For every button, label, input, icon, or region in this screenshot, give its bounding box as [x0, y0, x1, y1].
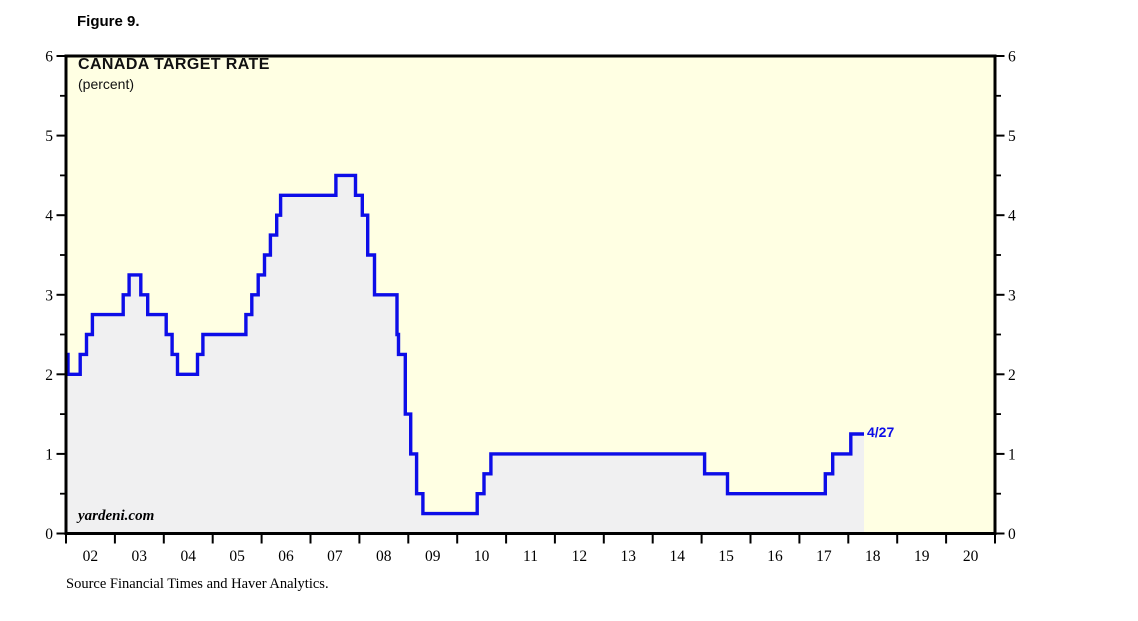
x-axis-year-label: 02 — [83, 548, 99, 565]
y-axis-label-left: 5 — [45, 128, 53, 145]
x-axis-year-label: 12 — [572, 548, 588, 565]
y-axis-label-right: 3 — [1008, 287, 1016, 304]
x-axis-year-label: 20 — [963, 548, 979, 565]
x-axis-year-label: 04 — [180, 548, 196, 565]
chart-title: CANADA TARGET RATE — [78, 56, 270, 73]
plot-border — [64, 54, 997, 535]
y-axis-label-right: 6 — [1008, 49, 1016, 66]
y-axis-label-left: 6 — [45, 49, 53, 66]
x-axis-year-label: 19 — [914, 548, 930, 565]
x-axis-year-label: 08 — [376, 548, 392, 565]
chart-subtitle: (percent) — [78, 76, 135, 92]
x-axis-year-label: 17 — [816, 548, 832, 565]
target-rate-line — [66, 173, 864, 516]
y-axis-label-right: 1 — [1008, 446, 1016, 463]
x-axis-year-label: 18 — [865, 548, 881, 565]
x-axis-year-label: 03 — [132, 548, 148, 565]
x-axis-year-label: 06 — [278, 548, 294, 565]
x-axis-year-label: 09 — [425, 548, 441, 565]
y-axis-label-left: 0 — [45, 526, 53, 543]
x-axis-year-label: 14 — [669, 548, 685, 565]
last-point-date-label: 4/27 — [867, 424, 895, 440]
figure-label: Figure 9. — [77, 13, 140, 30]
x-axis-year-label: 05 — [229, 548, 245, 565]
y-axis-label-right: 0 — [1008, 526, 1016, 543]
x-axis-year-label: 13 — [621, 548, 637, 565]
y-axis-label-right: 5 — [1008, 128, 1016, 145]
yardeni-watermark: yardeni.com — [78, 508, 155, 524]
x-axis-year-label: 16 — [767, 548, 783, 565]
y-axis-label-left: 3 — [45, 287, 53, 304]
y-axis-label-left: 4 — [45, 208, 53, 225]
y-axis-label-left: 1 — [45, 446, 53, 463]
x-axis-year-label: 07 — [327, 548, 343, 565]
y-axis-label-right: 4 — [1008, 208, 1016, 225]
y-axis-label-left: 2 — [45, 367, 53, 384]
x-axis-year-label: 15 — [718, 548, 734, 565]
source-note: Source Financial Times and Haver Analyti… — [66, 576, 329, 592]
y-axis-label-right: 2 — [1008, 367, 1016, 384]
x-axis-year-label: 10 — [474, 548, 490, 565]
x-axis-year-label: 11 — [523, 548, 538, 565]
